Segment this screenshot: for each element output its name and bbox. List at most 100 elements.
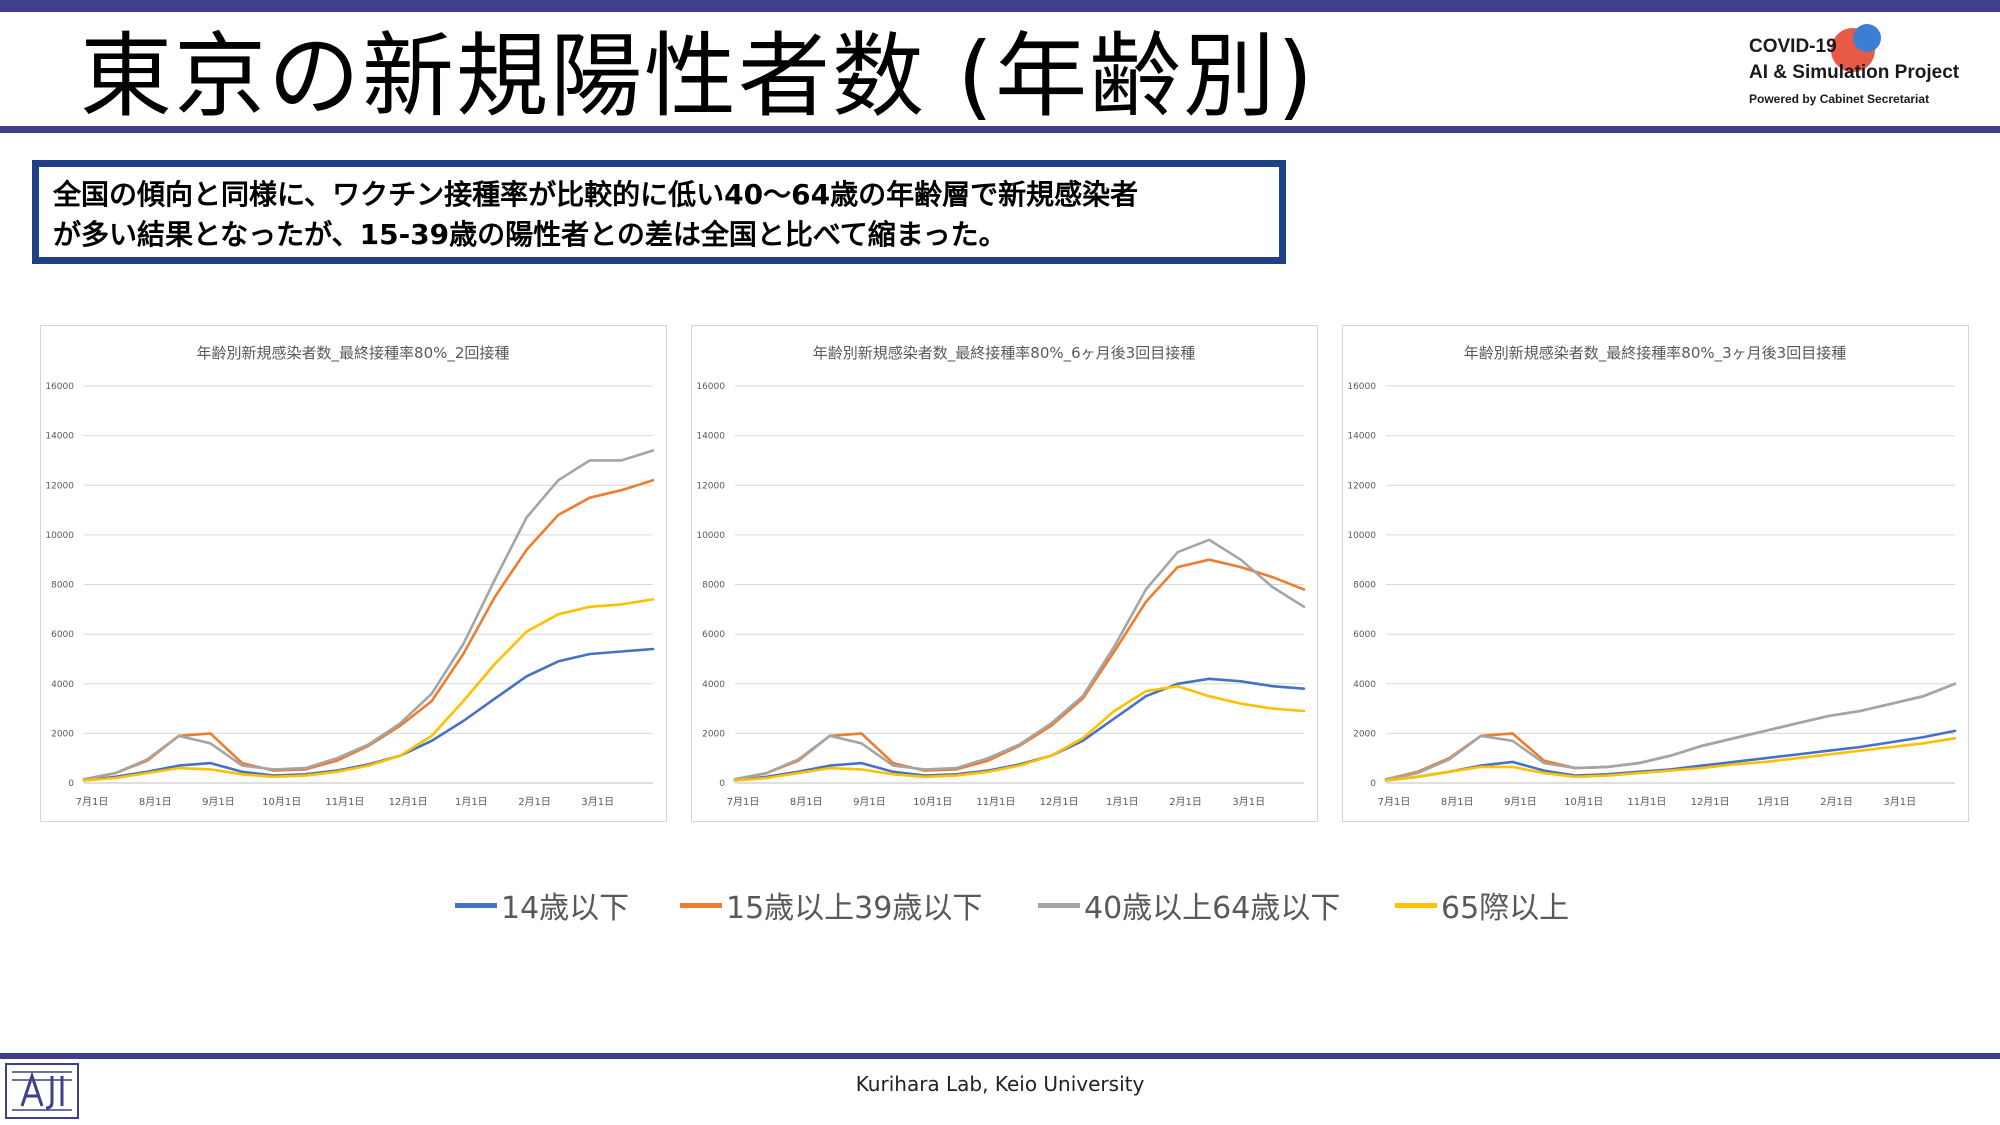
- chart-panel-2: 年齢別新規感染者数_最終接種率80%_6ヶ月後3回目接種 0 2000 4000 600…: [691, 325, 1318, 822]
- legend-swatch-3: [1395, 902, 1437, 908]
- legend-item-1: 15歳以上39歳以下: [680, 880, 982, 930]
- chart-panel-3: 年齢別新規感染者数_最終接種率80%_3ヶ月後3回目接種 0 2000 4000 600…: [1342, 325, 1969, 822]
- callout-line-2: が多い結果となったが、15-39歳の陽性者との差は全国と比べて縮まった。: [53, 218, 1007, 251]
- callout-line-1: 全国の傾向と同様に、ワクチン接種率が比較的に低い40～64歳の年齢層で新規感染者: [53, 178, 1139, 211]
- legend-item-0: 14歳以下: [455, 880, 629, 930]
- chart-panel-1: 年齢別新規感染者数_最終接種率80%_2回接種 0 2000 4000 6000 8000…: [40, 325, 667, 822]
- chart-2-ytick-4: 8000: [702, 581, 725, 591]
- chart-3-ytick-8: 16000: [1347, 382, 1376, 392]
- chart-3-ytick-4: 8000: [1353, 581, 1376, 591]
- legend-item-3: 65際以上: [1395, 880, 1569, 930]
- chart-2-xtick-7: 2月1日: [1169, 796, 1202, 808]
- chart-1-xtick-0: 7月1日: [76, 796, 109, 808]
- chart-1-ytick-3: 6000: [51, 630, 74, 640]
- chart-1-ytick-0: 0: [68, 779, 74, 789]
- chart-1-series-2: [82, 449, 655, 781]
- chart-2-xtick-4: 11月1日: [976, 796, 1015, 808]
- logo-line-3: Powered by Cabinet Secretariat: [1749, 92, 1930, 106]
- project-logo: COVID-19 AI & Simulation Project Powered…: [1745, 24, 1985, 116]
- chart-1-title: 年齢別新規感染者数_最終接種率80%_2回接種: [197, 344, 510, 363]
- chart-3-ytick-2: 4000: [1353, 680, 1376, 690]
- chart-1-xtick-8: 3月1日: [581, 796, 614, 808]
- chart-3-xtick-1: 8月1日: [1441, 796, 1474, 808]
- legend-swatch-1: [680, 902, 722, 908]
- chart-3-ytick-3: 6000: [1353, 630, 1376, 640]
- chart-3-title: 年齢別新規感染者数_最終接種率80%_3ヶ月後3回目接種: [1464, 344, 1846, 363]
- chart-3-xtick-8: 3月1日: [1883, 796, 1916, 808]
- chart-2-svg: 年齢別新規感染者数_最終接種率80%_6ヶ月後3回目接種 0 2000 4000 600…: [696, 344, 1306, 808]
- chart-1-ytick-4: 8000: [51, 581, 74, 591]
- logo-blue-circle: [1853, 24, 1881, 52]
- chart-2-xtick-1: 8月1日: [790, 796, 823, 808]
- chart-2-xtick-0: 7月1日: [727, 796, 760, 808]
- chart-1-svg: 年齢別新規感染者数_最終接種率80%_2回接種 0 2000 4000 6000 8000…: [45, 344, 655, 808]
- legend: 14歳以下 15歳以上39歳以下 40歳以上64歳以下 65際以上: [450, 880, 1600, 930]
- legend-label-0: 14歳以下: [501, 891, 630, 926]
- chart-2-xtick-3: 10月1日: [913, 796, 952, 808]
- chart-2-ytick-3: 6000: [702, 630, 725, 640]
- legend-label-2: 40歳以上64歳以下: [1084, 891, 1341, 926]
- legend-swatch-2: [1038, 902, 1080, 908]
- chart-3-xtick-4: 11月1日: [1627, 796, 1666, 808]
- chart-1-series-1: [82, 479, 655, 781]
- chart-3-series-3: [1384, 736, 1957, 782]
- chart-2-ytick-1: 2000: [702, 729, 725, 739]
- chart-3-ytick-7: 14000: [1347, 432, 1376, 442]
- chart-3-ytick-1: 2000: [1353, 729, 1376, 739]
- chart-2-xtick-8: 3月1日: [1232, 796, 1265, 808]
- chart-3-xtick-5: 12月1日: [1691, 796, 1730, 808]
- title-divider: [0, 126, 2000, 133]
- chart-2-ytick-8: 16000: [696, 382, 725, 392]
- chart-3-svg: 年齢別新規感染者数_最終接種率80%_3ヶ月後3回目接種 0 2000 4000 600…: [1347, 344, 1957, 808]
- chart-2-ytick-7: 14000: [696, 432, 725, 442]
- chart-1-ytick-8: 16000: [45, 382, 74, 392]
- chart-2-series-2: [733, 538, 1306, 781]
- legend-item-2: 40歳以上64歳以下: [1038, 880, 1340, 930]
- chart-1-ytick-6: 12000: [45, 481, 74, 491]
- chart-2-xtick-5: 12月1日: [1040, 796, 1079, 808]
- chart-3-xtick-3: 10月1日: [1564, 796, 1603, 808]
- summary-callout: 全国の傾向と同様に、ワクチン接種率が比較的に低い40～64歳の年齢層で新規感染者…: [32, 160, 1286, 264]
- page-title: 東京の新規陽性者数 (年齢別): [80, 23, 1316, 130]
- legend-label-1: 15歳以上39歳以下: [726, 891, 983, 926]
- chart-2-ytick-5: 10000: [696, 531, 725, 541]
- chart-3-ytick-0: 0: [1370, 779, 1376, 789]
- chart-2-series-3: [733, 684, 1306, 782]
- chart-1-xtick-1: 8月1日: [139, 796, 172, 808]
- chart-2-ytick-2: 4000: [702, 680, 725, 690]
- chart-1-ytick-2: 4000: [51, 680, 74, 690]
- chart-1-ytick-7: 14000: [45, 432, 74, 442]
- chart-1-xtick-5: 12月1日: [389, 796, 428, 808]
- chart-3-series-1: [1384, 682, 1957, 781]
- chart-1-ytick-5: 10000: [45, 531, 74, 541]
- chart-3-xtick-6: 1月1日: [1757, 796, 1790, 808]
- logo-line-2: AI & Simulation Project: [1749, 62, 1960, 83]
- chart-3-ytick-5: 10000: [1347, 531, 1376, 541]
- chart-3-xtick-0: 7月1日: [1378, 796, 1411, 808]
- legend-label-3: 65際以上: [1441, 891, 1570, 926]
- legend-swatch-0: [455, 902, 497, 908]
- chart-1-xtick-4: 11月1日: [325, 796, 364, 808]
- chart-1-xtick-3: 10月1日: [262, 796, 301, 808]
- logo-line-1: COVID-19: [1749, 36, 1837, 57]
- chart-1-series-3: [82, 598, 655, 782]
- chart-2-series-1: [733, 558, 1306, 781]
- chart-1-xtick-7: 2月1日: [518, 796, 551, 808]
- chart-3-xtick-2: 9月1日: [1504, 796, 1537, 808]
- chart-3-xtick-7: 2月1日: [1820, 796, 1853, 808]
- chart-1-ytick-1: 2000: [51, 729, 74, 739]
- chart-2-xtick-6: 1月1日: [1106, 796, 1139, 808]
- chart-2-title: 年齢別新規感染者数_最終接種率80%_6ヶ月後3回目接種: [813, 344, 1195, 363]
- lab-logo: [4, 1062, 80, 1120]
- chart-2-ytick-6: 12000: [696, 481, 725, 491]
- chart-3-ytick-6: 12000: [1347, 481, 1376, 491]
- chart-3-series-2: [1384, 682, 1957, 781]
- chart-2-ytick-0: 0: [719, 779, 725, 789]
- chart-1-xtick-2: 9月1日: [202, 796, 235, 808]
- chart-1-xtick-6: 1月1日: [455, 796, 488, 808]
- chart-2-xtick-2: 9月1日: [853, 796, 886, 808]
- footer-divider: [0, 1053, 2000, 1059]
- top-accent-bar: [0, 0, 2000, 12]
- chart-1-series-0: [82, 647, 655, 782]
- footer-text: Kurihara Lab, Keio University: [855, 1072, 1145, 1096]
